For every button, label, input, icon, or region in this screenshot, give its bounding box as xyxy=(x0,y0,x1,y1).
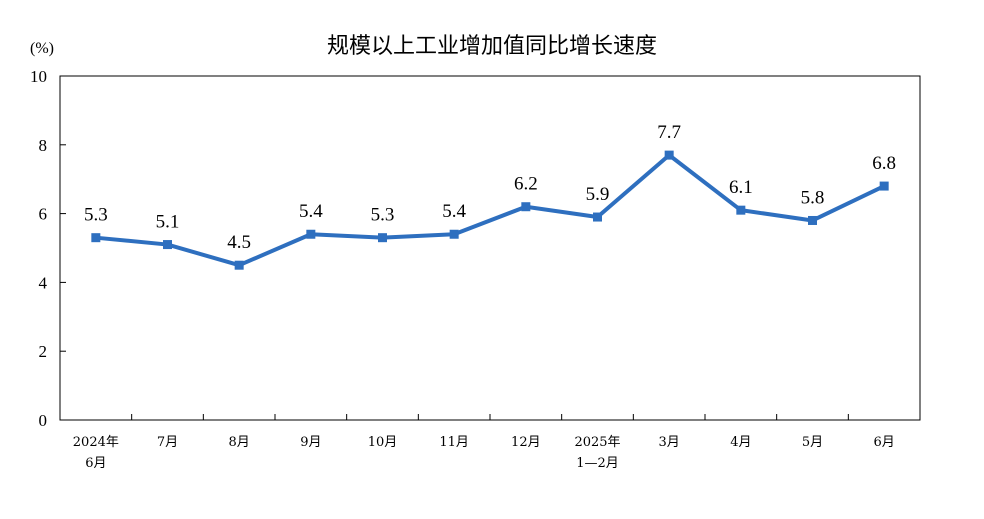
x-tick-label: 5月 xyxy=(802,435,823,450)
x-tick-label: 2024年 xyxy=(73,435,119,450)
data-point xyxy=(91,233,101,243)
x-tick-label: 6月 xyxy=(85,456,106,471)
data-label: 5.9 xyxy=(586,184,610,205)
data-point xyxy=(306,229,316,239)
data-label: 6.2 xyxy=(514,174,538,195)
x-tick-label: 11月 xyxy=(439,435,469,450)
chart-title: 规模以上工业增加值同比增长速度 xyxy=(327,34,657,59)
y-tick-label: 8 xyxy=(39,136,48,155)
data-label: 4.5 xyxy=(227,232,251,253)
x-tick-label: 8月 xyxy=(229,435,250,450)
x-tick-label: 1—2月 xyxy=(576,456,619,471)
x-tick-label: 9月 xyxy=(300,435,321,450)
x-tick-label: 7月 xyxy=(157,435,178,450)
data-label: 6.1 xyxy=(729,177,753,198)
data-label: 5.4 xyxy=(442,201,466,222)
y-axis: 0 2 4 6 8 10 xyxy=(30,67,66,430)
data-point xyxy=(593,212,602,222)
data-point xyxy=(879,181,889,191)
series-layer: 5.3 5.1 4.5 5.4 5.3 5.4 6.2 5.9 7.7 6.1 5.8 6.8 xyxy=(84,122,896,270)
series-line xyxy=(95,153,886,268)
x-tick-label: 4月 xyxy=(730,435,751,450)
data-point xyxy=(449,229,459,239)
data-label: 5.1 xyxy=(156,212,180,233)
y-tick-label: 6 xyxy=(39,205,48,224)
y-tick-label: 10 xyxy=(30,67,47,86)
data-label: 6.8 xyxy=(872,153,896,174)
data-label: 5.3 xyxy=(371,205,395,226)
y-axis-unit: (%) xyxy=(30,40,54,57)
y-tick-label: 2 xyxy=(39,342,48,361)
y-tick-label: 0 xyxy=(39,411,48,430)
data-point xyxy=(521,202,531,212)
x-tick-label: 3月 xyxy=(659,435,680,450)
plot-area xyxy=(59,75,921,421)
y-tick-label: 4 xyxy=(39,273,48,292)
data-label: 5.3 xyxy=(84,205,108,226)
data-label: 5.4 xyxy=(299,201,323,222)
data-point xyxy=(163,240,172,250)
x-tick-label: 12月 xyxy=(511,435,541,450)
data-point xyxy=(808,215,817,225)
x-tick-label: 10月 xyxy=(368,435,398,450)
data-point xyxy=(736,205,746,215)
data-label: 7.7 xyxy=(657,122,681,143)
data-point xyxy=(378,233,387,243)
data-point xyxy=(234,260,244,270)
data-label: 5.8 xyxy=(801,187,825,208)
x-tick-label: 6月 xyxy=(874,435,895,450)
data-point xyxy=(664,150,674,160)
x-axis: 2024年 6月 7月 8月 9月 10月 11月 12月 2025年 1—2月 3月 4月 5月 6月 xyxy=(73,414,895,471)
x-tick-label: 2025年 xyxy=(574,435,620,450)
